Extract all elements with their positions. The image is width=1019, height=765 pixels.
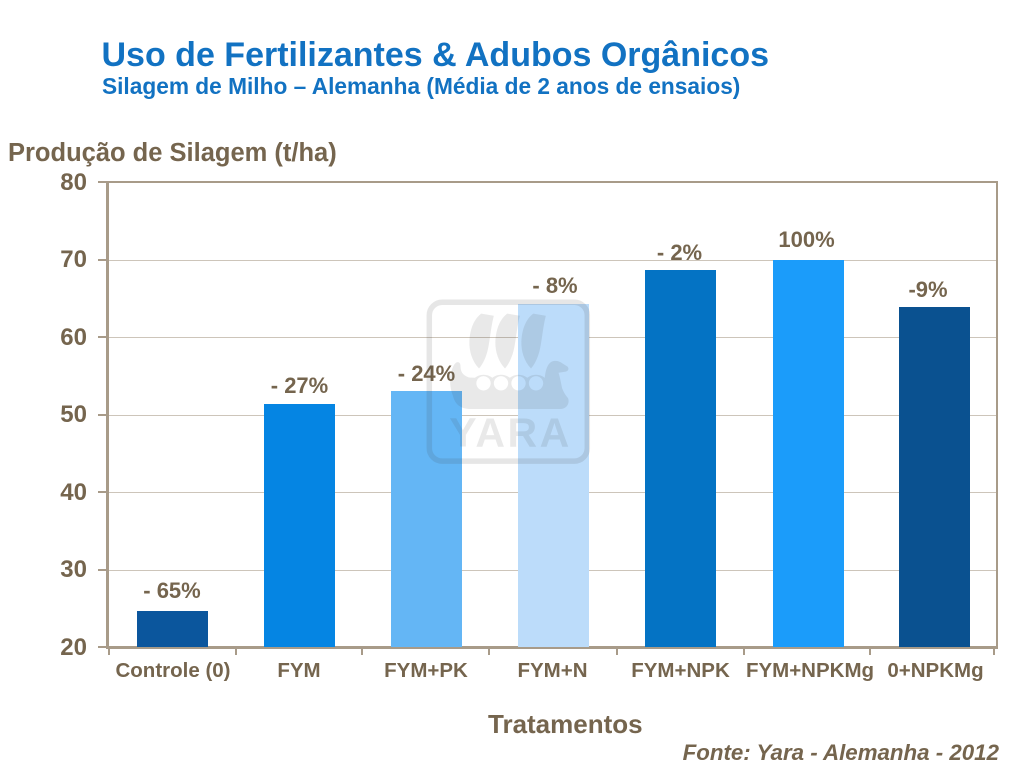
svg-text:YARA: YARA: [449, 410, 571, 456]
